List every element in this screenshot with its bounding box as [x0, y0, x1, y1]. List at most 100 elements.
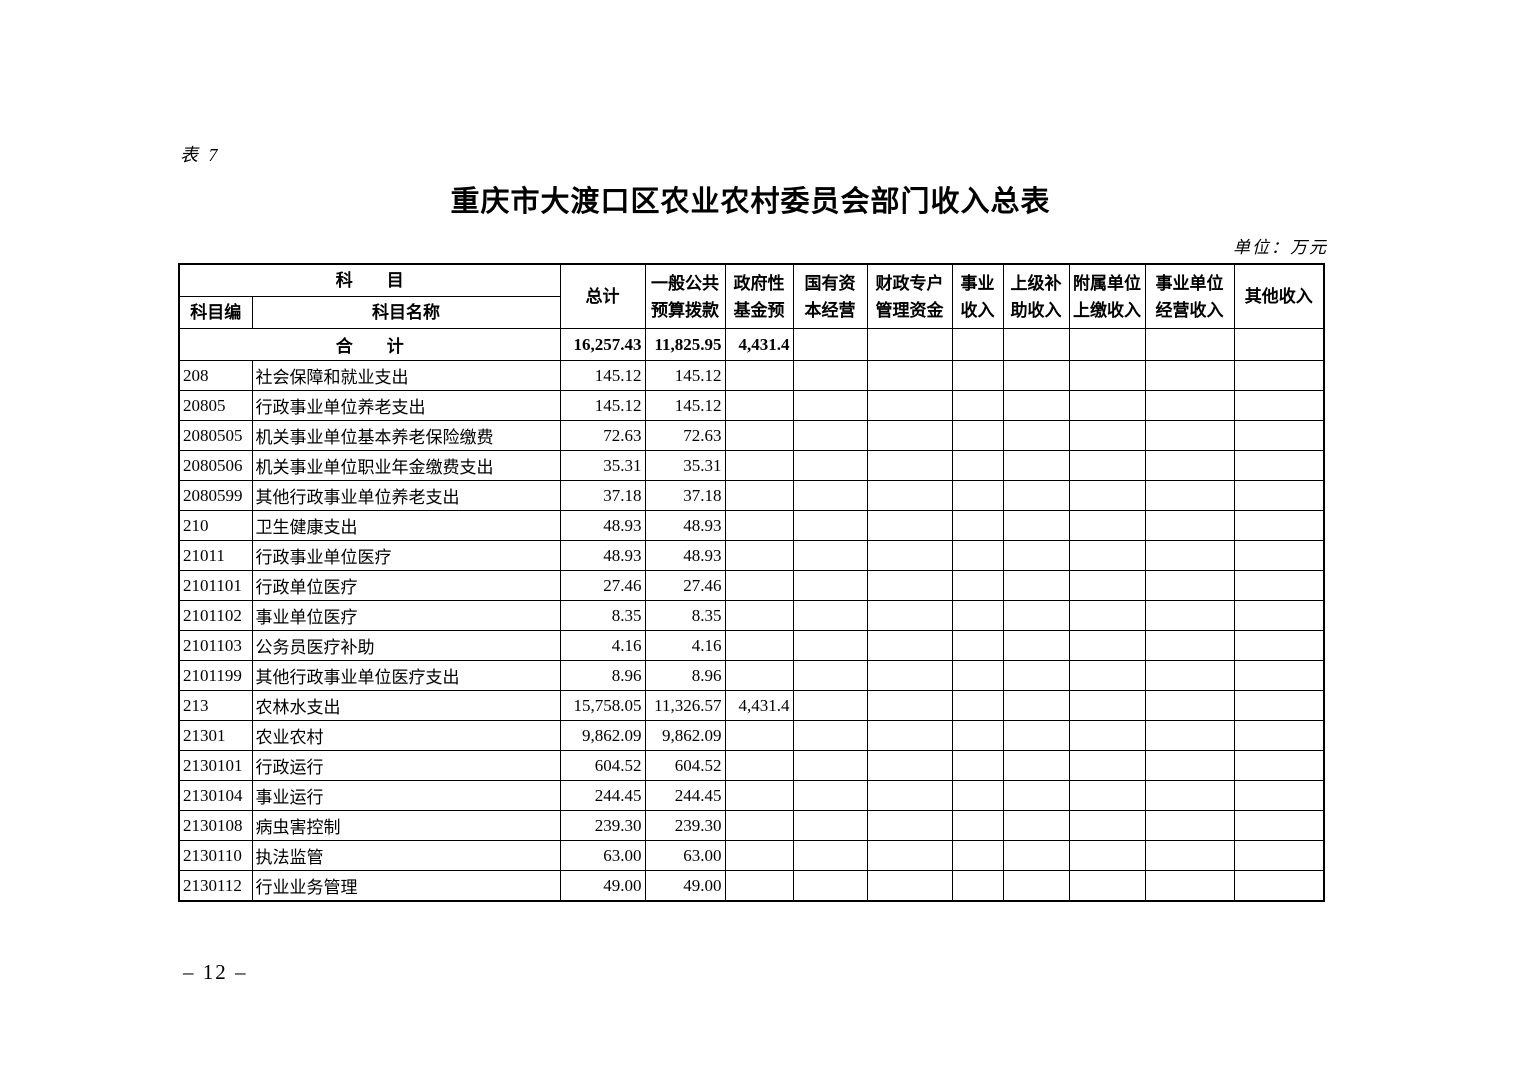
- value-cell: [1144, 660, 1235, 691]
- value-cell: [951, 360, 1004, 391]
- value-cell: [1144, 750, 1235, 781]
- value-cell: 604.52: [644, 750, 726, 781]
- value-cell: [1144, 720, 1235, 751]
- value-cell: [1002, 328, 1070, 361]
- value-cell: [1002, 600, 1070, 631]
- code-cell: 208: [178, 360, 253, 391]
- header-state-capital: 国有资 本经营: [792, 263, 868, 329]
- header-general-budget: 一般公共 预算拨款: [644, 263, 726, 329]
- value-cell: [1144, 570, 1235, 601]
- value-cell: 27.46: [559, 570, 646, 601]
- value-cell: [866, 420, 953, 451]
- header-affiliated-remit: 附属单位 上缴收入: [1068, 263, 1146, 329]
- value-cell: [792, 540, 868, 571]
- code-cell: 2130104: [178, 780, 253, 811]
- code-cell: 21011: [178, 540, 253, 571]
- value-cell: 48.93: [644, 510, 726, 541]
- value-cell: [866, 570, 953, 601]
- value-cell: 8.96: [559, 660, 646, 691]
- code-cell: 213: [178, 690, 253, 721]
- value-cell: 8.96: [644, 660, 726, 691]
- value-cell: [951, 570, 1004, 601]
- value-cell: [866, 660, 953, 691]
- table-row: 2130112 行业业务管理 49.00 49.00: [178, 870, 1325, 902]
- value-cell: [792, 600, 868, 631]
- value-cell: 4,431.4: [724, 328, 794, 361]
- name-cell: 事业单位医疗: [251, 600, 561, 631]
- table-number-label: 表 7: [180, 145, 221, 165]
- value-cell: [1068, 540, 1146, 571]
- name-cell: 机关事业单位基本养老保险缴费: [251, 420, 561, 451]
- value-cell: [866, 540, 953, 571]
- value-cell: [724, 390, 794, 421]
- value-cell: [1144, 328, 1235, 361]
- table-row: 21301 农业农村 9,862.09 9,862.09: [178, 720, 1325, 751]
- table-row: 2101103 公务员医疗补助 4.16 4.16: [178, 630, 1325, 661]
- value-cell: 8.35: [644, 600, 726, 631]
- value-cell: [1068, 390, 1146, 421]
- table-row: 2130110 执法监管 63.00 63.00: [178, 840, 1325, 871]
- code-cell: 2101103: [178, 630, 253, 661]
- value-cell: [1233, 390, 1325, 421]
- header-operating-income: 事业单位 经营收入: [1144, 263, 1235, 329]
- value-cell: [1233, 570, 1325, 601]
- value-cell: [724, 570, 794, 601]
- name-cell: 公务员医疗补助: [251, 630, 561, 661]
- value-cell: [1233, 328, 1325, 361]
- value-cell: [1068, 780, 1146, 811]
- value-cell: [1233, 540, 1325, 571]
- value-cell: [866, 840, 953, 871]
- value-cell: 11,825.95: [644, 328, 726, 361]
- table-row: 2130104 事业运行 244.45 244.45: [178, 780, 1325, 811]
- value-cell: [951, 510, 1004, 541]
- value-cell: 48.93: [559, 540, 646, 571]
- value-cell: [1002, 360, 1070, 391]
- value-cell: [792, 420, 868, 451]
- code-cell: 2101199: [178, 660, 253, 691]
- table-row: 2130101 行政运行 604.52 604.52: [178, 750, 1325, 781]
- grand-total-label: 合 计: [178, 328, 561, 361]
- value-cell: [724, 840, 794, 871]
- value-cell: [1144, 390, 1235, 421]
- value-cell: [792, 660, 868, 691]
- table-header: 科 目 总计 一般公共 预算拨款 政府性 基金预 国有资 本经营 财政专户 管理…: [178, 263, 1325, 329]
- value-cell: [866, 360, 953, 391]
- value-cell: 145.12: [559, 390, 646, 421]
- code-cell: 2130110: [178, 840, 253, 871]
- code-cell: 21301: [178, 720, 253, 751]
- name-cell: 事业运行: [251, 780, 561, 811]
- value-cell: [792, 630, 868, 661]
- value-cell: [1068, 570, 1146, 601]
- code-cell: 2101102: [178, 600, 253, 631]
- value-cell: 35.31: [644, 450, 726, 481]
- table-body: 合 计 16,257.43 11,825.95 4,431.4 208 社会保障…: [178, 328, 1325, 902]
- value-cell: [1068, 840, 1146, 871]
- code-cell: 2130112: [178, 870, 253, 902]
- code-cell: 2130108: [178, 810, 253, 841]
- value-cell: 8.35: [559, 600, 646, 631]
- value-cell: [951, 660, 1004, 691]
- value-cell: [724, 780, 794, 811]
- value-cell: [724, 450, 794, 481]
- value-cell: [866, 328, 953, 361]
- value-cell: 244.45: [644, 780, 726, 811]
- table-row: 2101199 其他行政事业单位医疗支出 8.96 8.96: [178, 660, 1325, 691]
- value-cell: [1233, 840, 1325, 871]
- value-cell: [724, 750, 794, 781]
- value-cell: [724, 480, 794, 511]
- value-cell: 63.00: [559, 840, 646, 871]
- value-cell: [951, 328, 1004, 361]
- value-cell: [951, 420, 1004, 451]
- value-cell: [1002, 570, 1070, 601]
- value-cell: [1002, 840, 1070, 871]
- value-cell: [1068, 420, 1146, 451]
- name-cell: 行政单位医疗: [251, 570, 561, 601]
- value-cell: [866, 780, 953, 811]
- value-cell: 145.12: [559, 360, 646, 391]
- value-cell: 244.45: [559, 780, 646, 811]
- name-cell: 执法监管: [251, 840, 561, 871]
- name-cell: 农林水支出: [251, 690, 561, 721]
- value-cell: [1144, 630, 1235, 661]
- value-cell: [1002, 540, 1070, 571]
